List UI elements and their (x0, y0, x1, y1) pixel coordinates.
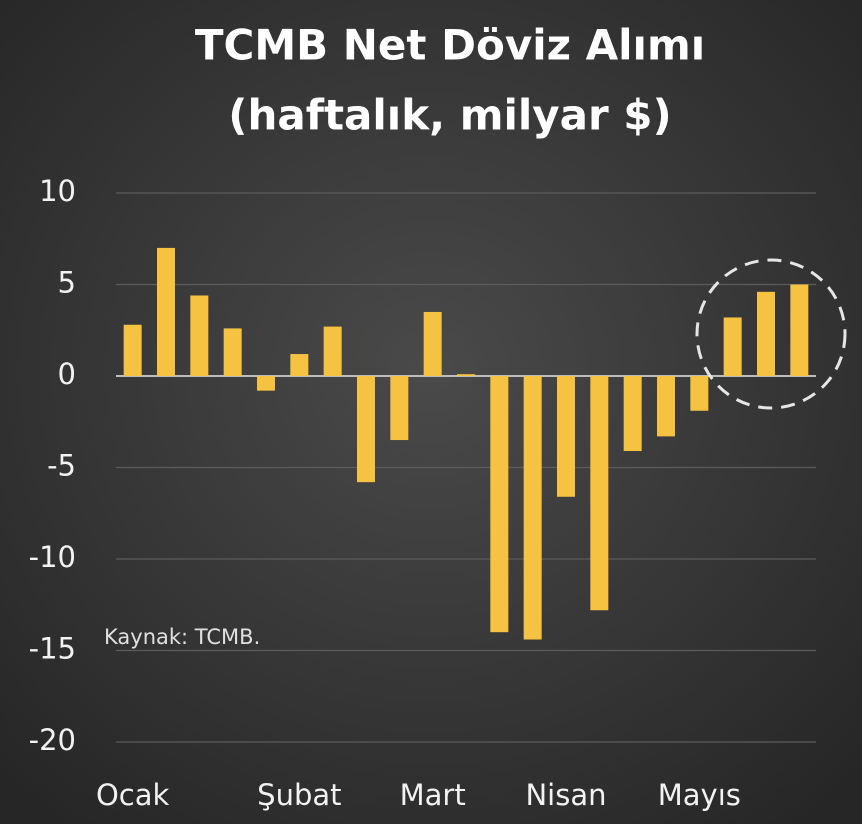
bar (123, 324, 142, 376)
bar (757, 291, 775, 376)
bar (590, 376, 609, 611)
bar (490, 376, 509, 633)
x-tick-label: Mayıs (658, 778, 741, 812)
highlight-circle (695, 258, 847, 410)
source-note: Kaynak: TCMB. (104, 625, 260, 649)
bar (457, 374, 475, 376)
y-tick-label: 10 (39, 174, 76, 208)
bar (790, 284, 809, 376)
bar (523, 376, 542, 640)
bar (657, 376, 675, 437)
y-tick-label: -5 (47, 449, 76, 483)
chart-subtitle: (haftalık, milyar $) (228, 91, 671, 140)
y-tick-label: 5 (58, 266, 76, 300)
bar (290, 354, 309, 376)
x-tick-label: Şubat (257, 778, 341, 812)
y-tick-label: -20 (29, 723, 76, 757)
x-tick-label: Mart (400, 778, 466, 812)
bar (190, 295, 209, 376)
y-tick-label: -15 (29, 632, 76, 666)
bar (623, 376, 642, 452)
bar (157, 247, 175, 376)
bar (357, 376, 375, 483)
bar (257, 376, 275, 391)
bar (557, 376, 575, 497)
bar (390, 376, 409, 441)
bar (423, 311, 442, 376)
x-tick-label: Ocak (96, 778, 170, 812)
bar (323, 326, 342, 376)
x-tick-label: Nisan (525, 778, 606, 812)
bar (723, 317, 742, 376)
bar (690, 376, 709, 411)
y-tick-label: 0 (58, 357, 76, 391)
chart-title: TCMB Net Döviz Alımı (195, 21, 705, 70)
bar (223, 328, 242, 376)
y-tick-label: -10 (29, 540, 76, 574)
